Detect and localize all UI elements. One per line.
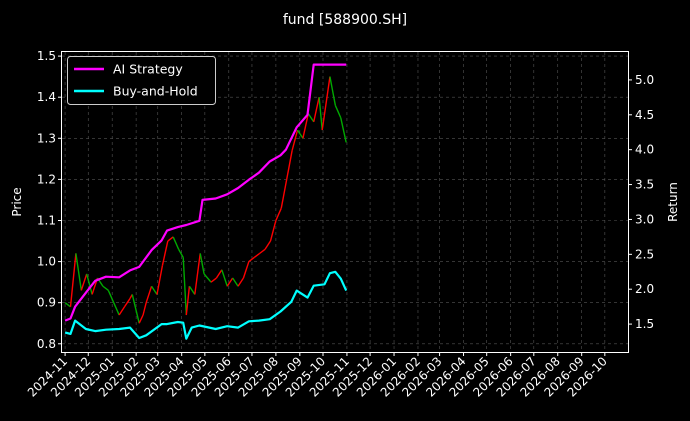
price-segment	[161, 240, 169, 266]
y-left-tick-label: 1.0	[37, 255, 56, 269]
price-segment	[182, 257, 188, 316]
price-segment	[113, 302, 120, 316]
price-segment	[156, 265, 164, 295]
price-segment	[177, 248, 184, 258]
price-segment	[302, 113, 310, 139]
price-segment	[107, 290, 115, 303]
y-right-tick-label: 3.0	[635, 212, 654, 226]
price-segment	[313, 97, 320, 123]
price-segment	[221, 269, 228, 287]
y-left-label: Price	[10, 187, 24, 216]
y-right-label: Return	[666, 182, 680, 222]
lines	[64, 63, 348, 340]
price-segment	[269, 220, 277, 242]
price-segment	[334, 105, 342, 119]
price-segment	[318, 97, 323, 131]
y-right-tick-label: 4.0	[635, 143, 654, 157]
price-segment	[80, 273, 88, 291]
price-segment	[172, 236, 180, 250]
price-segment	[253, 252, 261, 259]
price-segment	[194, 253, 201, 295]
price-segment	[242, 261, 250, 279]
price-segment	[138, 314, 144, 324]
price-segment	[188, 285, 196, 295]
y-left-tick-label: 0.8	[37, 337, 56, 351]
price-segment	[296, 129, 304, 139]
price-segment	[210, 277, 217, 283]
y-right-tick-label: 4.5	[635, 108, 654, 122]
ai-strategy-line	[64, 63, 347, 322]
y-left-tick-label: 0.9	[37, 296, 56, 310]
price-segment	[118, 306, 126, 316]
price-segment	[123, 298, 131, 308]
y-left-tick-label: 1.5	[37, 49, 56, 63]
price-segment	[69, 253, 77, 307]
price-segment	[75, 253, 82, 291]
price-segment	[131, 294, 140, 324]
y-right-tick-label: 5.0	[635, 73, 654, 87]
price-segment	[226, 277, 234, 287]
legend-ai-label: AI Strategy	[113, 62, 183, 77]
y-left-tick-label: 1.2	[37, 172, 56, 186]
price-segment	[280, 179, 288, 209]
price-segment	[329, 76, 337, 106]
price-segment	[232, 277, 239, 287]
price-segment	[248, 256, 255, 263]
legend-bh-label: Buy-and-Hold	[113, 84, 198, 99]
price-segment	[145, 286, 153, 303]
y-right-tick-label: 3.5	[635, 178, 654, 192]
legend-box	[67, 56, 216, 105]
price-segment	[167, 236, 174, 242]
price-segment	[340, 117, 347, 143]
price-segment	[291, 129, 299, 151]
price-segment	[215, 269, 223, 279]
price-segment	[264, 240, 272, 250]
y-right-tick-label: 1.5	[635, 317, 654, 331]
y-left-tick-label: 1.4	[37, 90, 56, 104]
y-left-tick-label: 1.1	[37, 213, 56, 227]
price-segment	[275, 207, 282, 221]
price-segment	[199, 253, 205, 275]
price-segment	[203, 273, 212, 283]
price-segment	[142, 302, 147, 316]
price-segment	[237, 277, 245, 287]
chart-title: fund [588900.SH]	[283, 12, 407, 28]
price-segment	[185, 286, 191, 316]
y-left-tick-label: 1.3	[37, 131, 56, 145]
price-segment	[286, 150, 293, 180]
price-segment	[259, 248, 266, 254]
price-segment	[102, 285, 109, 291]
y-right-tick-label: 2.5	[635, 247, 654, 261]
price-segment	[150, 285, 158, 295]
legend: AI Strategy Buy-and-Hold	[67, 56, 216, 105]
price-segment	[321, 76, 331, 131]
price-segment	[64, 302, 71, 308]
y-right-tick-label: 2.0	[635, 282, 654, 296]
price-segment	[86, 273, 93, 295]
price-segment	[307, 113, 315, 123]
buy-and-hold-line	[64, 270, 348, 340]
